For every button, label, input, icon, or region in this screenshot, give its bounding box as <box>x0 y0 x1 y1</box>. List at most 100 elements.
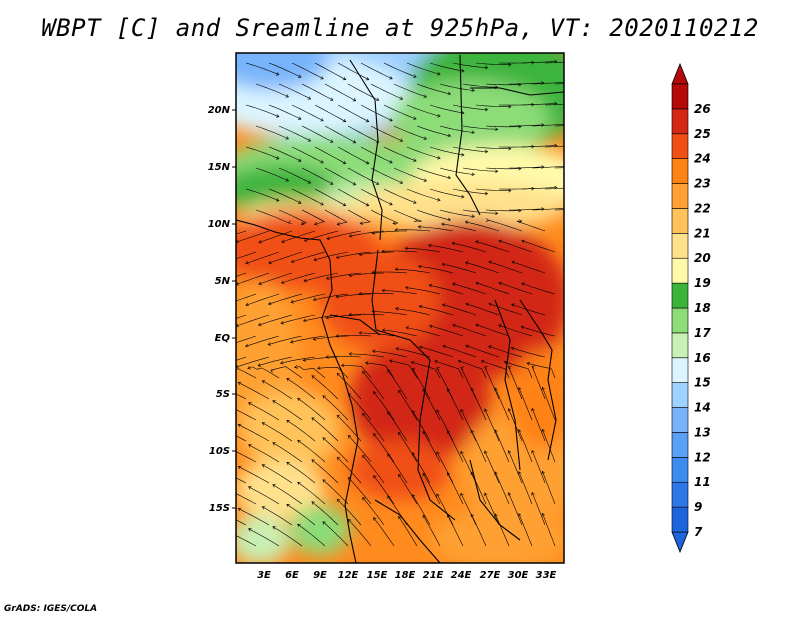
streamline-arrow-icon <box>272 484 276 488</box>
streamline-arrow-icon <box>452 282 456 286</box>
streamline <box>447 514 464 547</box>
streamline <box>280 356 316 364</box>
streamline-arrow-icon <box>521 239 525 244</box>
streamline-arrow-icon <box>342 160 347 165</box>
streamline <box>398 516 418 547</box>
boundary-rift <box>494 299 521 471</box>
streamline <box>347 167 380 185</box>
streamline-arrow-icon <box>422 514 426 519</box>
streamline-arrow-icon <box>335 294 340 299</box>
streamline-arrow-icon <box>325 315 330 320</box>
streamline-arrow-icon <box>389 202 393 206</box>
streamline <box>247 366 280 379</box>
streamline <box>531 166 564 169</box>
streamline-arrow-icon <box>399 96 404 100</box>
streamline-arrow-icon <box>371 270 375 275</box>
lat-label: 10S <box>209 446 230 457</box>
streamline-arrow-icon <box>336 456 341 461</box>
streamline-arrow-icon <box>484 408 488 413</box>
streamline <box>429 188 465 198</box>
streamline-arrow-icon <box>398 515 402 520</box>
streamline-arrow-icon <box>348 234 353 238</box>
streamline <box>508 450 523 484</box>
colorbar-label: 26 <box>694 102 711 116</box>
streamline <box>383 104 417 120</box>
streamline <box>439 125 475 133</box>
streamline-arrow-icon <box>413 158 417 162</box>
streamline-arrow-icon <box>322 437 326 441</box>
streamline <box>475 146 511 149</box>
streamline <box>462 125 498 130</box>
streamline-arrow-icon <box>294 365 298 369</box>
streamline <box>236 451 257 463</box>
streamline-arrow-icon <box>417 225 422 229</box>
boundary-central <box>371 249 456 521</box>
streamline-arrow-icon <box>286 377 290 382</box>
colorbar-swatch <box>671 332 689 359</box>
streamline-arrow-icon <box>484 65 489 70</box>
streamline-arrow-icon <box>311 459 315 463</box>
streamline-arrow-icon <box>297 439 301 444</box>
streamline-arrow-icon <box>290 339 294 344</box>
streamline <box>262 422 293 442</box>
streamline-arrow-icon <box>428 243 432 248</box>
streamline-arrow-icon <box>541 470 545 475</box>
streamline-arrow-icon <box>507 365 512 370</box>
streamline <box>278 167 311 184</box>
streamline <box>383 62 417 78</box>
streamline-arrow-icon <box>267 301 272 306</box>
streamline-arrow-icon <box>422 430 426 435</box>
streamline-arrow-icon <box>375 181 380 185</box>
streamline <box>527 362 556 379</box>
streamline <box>531 82 564 85</box>
streamline <box>383 146 417 162</box>
streamline-arrow-icon <box>413 200 417 204</box>
streamline <box>544 61 564 64</box>
streamline-arrow-icon <box>518 471 522 475</box>
streamline-arrow-icon <box>311 375 315 379</box>
streamline-arrow-icon <box>494 387 498 391</box>
streamline <box>521 240 556 253</box>
streamline <box>508 492 523 526</box>
streamline-arrow-icon <box>465 302 469 307</box>
streamline <box>395 268 431 274</box>
streamline <box>291 251 326 263</box>
streamline <box>429 62 465 72</box>
streamline-arrow-icon <box>317 366 321 370</box>
streamline <box>238 382 270 400</box>
streamline-arrow-icon <box>302 318 307 323</box>
streamline-arrow-icon <box>311 417 315 421</box>
streamline <box>245 293 280 306</box>
streamline <box>447 472 464 505</box>
streamline <box>268 335 303 345</box>
streamline <box>286 504 316 526</box>
colorbar-swatch <box>671 108 689 135</box>
streamline-arrow-icon <box>340 363 345 368</box>
streamline-arrow-icon <box>290 299 294 304</box>
streamline-arrow-icon <box>577 102 580 105</box>
streamline <box>387 453 408 484</box>
colorbar-label: 15 <box>694 376 711 390</box>
lat-label: 15N <box>208 162 231 173</box>
streamline <box>485 209 522 212</box>
streamline <box>236 230 270 243</box>
streamline-arrow-icon <box>429 324 433 329</box>
streamline-arrow-icon <box>511 303 515 307</box>
streamline-arrow-icon <box>248 402 252 406</box>
streamline <box>272 442 303 463</box>
streamline-arrow-icon <box>437 197 441 202</box>
streamline-arrow-icon <box>531 491 535 496</box>
streamline-arrow-icon <box>373 433 377 437</box>
streamline-arrow-icon <box>281 239 285 243</box>
streamline-arrow-icon <box>507 450 512 454</box>
streamline-arrow-icon <box>342 118 347 123</box>
streamlines <box>236 59 580 547</box>
streamline <box>398 474 418 505</box>
streamline <box>325 356 362 358</box>
streamline <box>236 356 247 361</box>
streamline-arrow-icon <box>325 355 329 359</box>
streamline <box>494 471 510 505</box>
colorbar-swatch <box>671 382 689 408</box>
streamline <box>245 104 280 118</box>
